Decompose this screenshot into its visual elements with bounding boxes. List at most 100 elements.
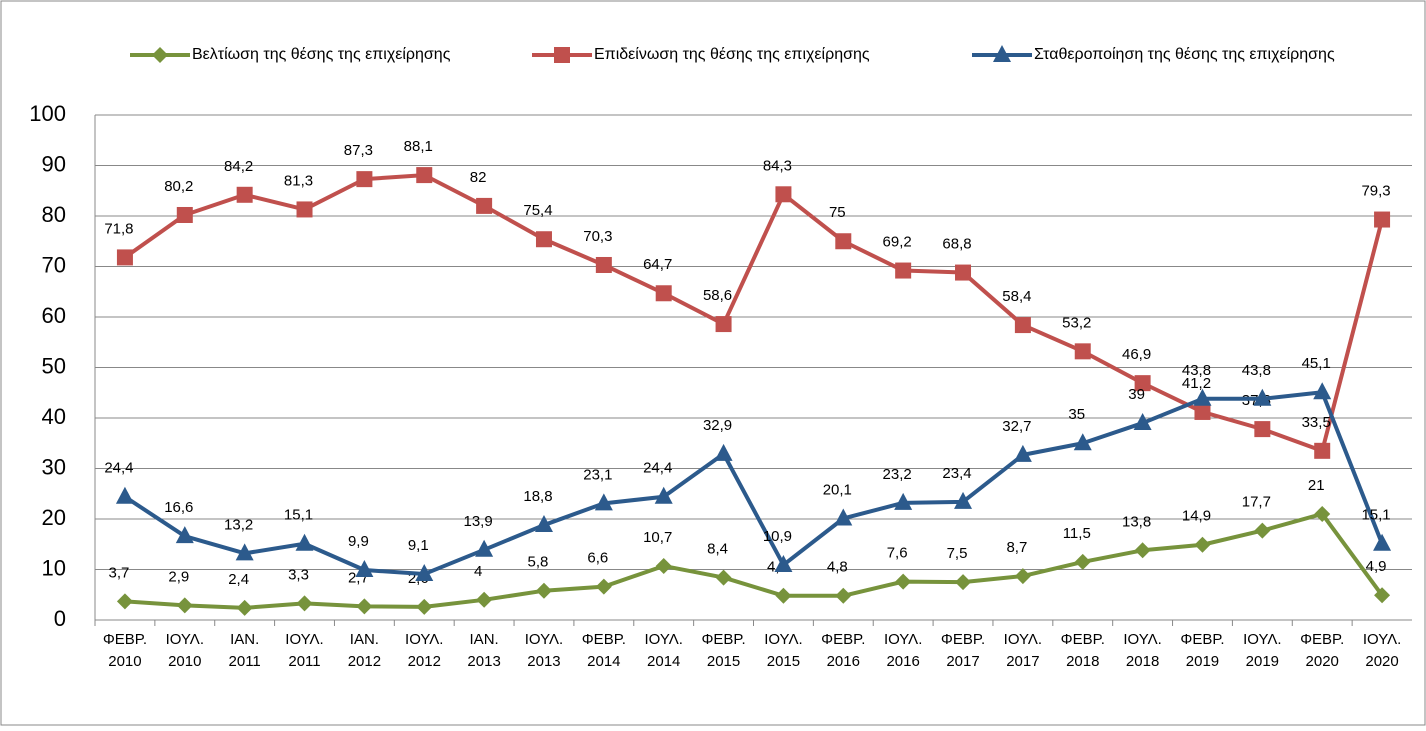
- data-label: 11,5: [1063, 525, 1091, 542]
- marker: [1133, 413, 1152, 431]
- data-label: 7,6: [887, 545, 908, 562]
- marker: [1014, 317, 1031, 334]
- marker: [295, 533, 314, 551]
- marker: [835, 233, 852, 250]
- x-tick-label: ΙΟΥΛ. 2013: [525, 631, 563, 670]
- marker: [116, 593, 133, 610]
- data-label: 84,2: [224, 158, 253, 175]
- data-label: 41,2: [1182, 375, 1211, 392]
- marker: [1074, 343, 1091, 360]
- marker: [894, 492, 913, 510]
- x-tick-label: ΦΕΒΡ. 2016: [821, 631, 865, 670]
- data-label: 20,1: [823, 481, 852, 498]
- data-label: 5,8: [528, 554, 549, 571]
- marker: [595, 256, 612, 273]
- data-label: 8,7: [1006, 539, 1027, 556]
- data-label: 64,7: [643, 256, 672, 273]
- marker: [355, 560, 374, 578]
- marker: [1134, 375, 1151, 392]
- marker: [1253, 388, 1272, 406]
- marker: [535, 231, 552, 248]
- marker: [834, 508, 853, 526]
- marker: [235, 543, 254, 561]
- data-label: 71,8: [104, 220, 133, 237]
- data-label: 8,4: [707, 541, 728, 558]
- data-label: 81,3: [284, 172, 313, 189]
- marker: [595, 578, 612, 595]
- marker: [835, 587, 852, 604]
- marker: [554, 47, 570, 63]
- data-label: 15,1: [1361, 507, 1390, 524]
- marker: [115, 486, 134, 504]
- data-label: 79,3: [1361, 183, 1390, 200]
- data-label: 43,8: [1242, 362, 1271, 379]
- marker: [774, 554, 793, 572]
- marker: [416, 167, 433, 184]
- x-tick-label: ΦΕΒΡ. 2019: [1180, 631, 1224, 670]
- data-label: 14,9: [1182, 508, 1211, 525]
- marker: [1254, 421, 1271, 438]
- x-tick-label: ΙΟΥΛ. 2011: [285, 631, 323, 670]
- marker: [775, 186, 792, 203]
- marker: [176, 597, 193, 614]
- x-tick-label: ΙΟΥΛ. 2018: [1123, 631, 1161, 670]
- data-label: 23,1: [583, 466, 612, 483]
- data-label: 75,4: [523, 202, 552, 219]
- data-label: 84,3: [763, 157, 792, 174]
- marker: [1193, 388, 1212, 406]
- marker: [1313, 382, 1332, 400]
- x-tick-label: ΦΕΒΡ. 2018: [1061, 631, 1105, 670]
- data-label: 46,9: [1122, 346, 1151, 363]
- y-tick-label: 60: [42, 303, 66, 328]
- marker: [1014, 568, 1031, 585]
- marker: [1194, 536, 1211, 553]
- data-label: 17,7: [1242, 494, 1271, 511]
- data-label: 33,5: [1302, 414, 1331, 431]
- y-tick-label: 50: [42, 353, 66, 378]
- marker: [1194, 403, 1211, 420]
- marker: [535, 582, 552, 599]
- x-tick-label: ΦΕΒΡ. 2015: [701, 631, 745, 670]
- marker: [116, 249, 133, 266]
- marker: [1073, 433, 1092, 451]
- marker: [955, 264, 972, 281]
- y-tick-label: 70: [42, 252, 66, 277]
- data-label: 4: [474, 563, 482, 580]
- marker: [236, 599, 253, 616]
- marker: [993, 45, 1011, 62]
- data-label: 2,4: [228, 571, 249, 588]
- y-tick-label: 40: [42, 404, 66, 429]
- series-line: [123, 390, 1384, 577]
- data-label: 68,8: [942, 236, 971, 253]
- x-tick-label: ΙΟΥΛ. 2012: [405, 631, 443, 670]
- data-label: 3,3: [288, 566, 309, 583]
- x-tick-label: ΙΟΥΛ. 2020: [1363, 631, 1401, 670]
- data-label: 35: [1068, 406, 1085, 423]
- series-line: [124, 511, 1384, 610]
- y-tick-label: 30: [42, 454, 66, 479]
- marker: [775, 587, 792, 604]
- marker: [475, 539, 494, 557]
- x-tick-label: ΙΟΥΛ. 2016: [884, 631, 922, 670]
- marker: [175, 526, 194, 544]
- data-label: 10,7: [643, 529, 672, 546]
- x-tick-label: ΙΟΥΛ. 2015: [764, 631, 802, 670]
- marker: [1074, 553, 1091, 570]
- marker: [1134, 542, 1151, 559]
- data-label: 2,9: [168, 568, 189, 585]
- data-label: 69,2: [883, 234, 912, 251]
- marker: [1314, 505, 1331, 522]
- data-label: 4,8: [827, 559, 848, 576]
- y-tick-label: 90: [42, 151, 66, 176]
- marker: [594, 493, 613, 511]
- series-line: [123, 173, 1385, 453]
- data-label: 32,7: [1002, 418, 1031, 435]
- data-label: 53,2: [1062, 314, 1091, 331]
- data-label: 9,1: [408, 537, 429, 554]
- marker: [715, 316, 732, 333]
- x-tick-label: ΙΟΥΛ. 2019: [1243, 631, 1281, 670]
- marker: [296, 595, 313, 612]
- y-tick-label: 100: [29, 101, 66, 126]
- x-tick-label: ΦΕΒΡ. 2014: [582, 631, 626, 670]
